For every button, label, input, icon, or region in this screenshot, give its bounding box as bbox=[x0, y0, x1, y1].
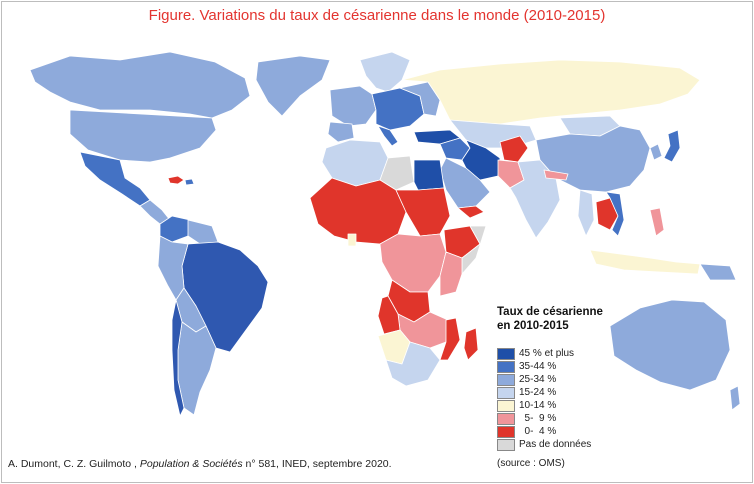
legend-item: Pas de données bbox=[497, 438, 627, 451]
legend-title-line1: Taux de césarienne bbox=[497, 305, 627, 319]
credit-line: A. Dumont, C. Z. Guilmoto , Population &… bbox=[8, 458, 392, 470]
credit-rest: n° 581, INED, septembre 2020. bbox=[246, 458, 392, 470]
region-new-zealand bbox=[730, 386, 740, 410]
legend-item: 15-24 % bbox=[497, 386, 627, 399]
legend-item: 5- 9 % bbox=[497, 412, 627, 425]
world-map bbox=[0, 30, 754, 450]
legend-swatch bbox=[497, 426, 515, 438]
credit-authors: A. Dumont, C. Z. Guilmoto , bbox=[8, 458, 137, 470]
region-egypt bbox=[414, 160, 444, 190]
figure-title: Figure. Variations du taux de césarienne… bbox=[0, 7, 754, 24]
legend-swatch bbox=[497, 374, 515, 386]
legend-item: 10-14 % bbox=[497, 399, 627, 412]
region-japan bbox=[664, 130, 680, 162]
credit-journal: Population & Sociétés bbox=[140, 458, 243, 470]
region-papua bbox=[700, 264, 736, 280]
region-venezuela bbox=[188, 220, 218, 244]
region-central-africa bbox=[380, 234, 446, 292]
legend-swatch bbox=[497, 361, 515, 373]
legend-label: 10-14 % bbox=[519, 400, 556, 411]
region-russia bbox=[402, 60, 700, 126]
legend-swatch bbox=[497, 439, 515, 451]
legend-label: 0- 4 % bbox=[519, 426, 556, 437]
legend-label: 5- 9 % bbox=[519, 413, 556, 424]
region-myanmar bbox=[578, 190, 594, 236]
region-yemen bbox=[458, 206, 484, 218]
region-iberia bbox=[328, 122, 354, 142]
legend-label: 45 % et plus bbox=[519, 348, 574, 359]
legend-label: 15-24 % bbox=[519, 387, 556, 398]
region-korea bbox=[650, 144, 662, 160]
region-greenland bbox=[256, 56, 330, 116]
region-canada bbox=[30, 52, 250, 118]
legend-swatch bbox=[497, 400, 515, 412]
region-scandinavia bbox=[360, 52, 410, 92]
region-europe-west bbox=[330, 86, 376, 126]
legend-label: 35-44 % bbox=[519, 361, 556, 372]
legend-item: 25-34 % bbox=[497, 373, 627, 386]
legend-swatch bbox=[497, 348, 515, 360]
legend: Taux de césarienne en 2010-2015 45 % et … bbox=[497, 305, 627, 451]
region-caribbean-2 bbox=[185, 179, 194, 185]
region-west-africa bbox=[310, 178, 406, 244]
region-caribbean bbox=[168, 176, 184, 184]
region-ghana bbox=[348, 234, 356, 246]
legend-swatch bbox=[497, 413, 515, 425]
legend-swatch bbox=[497, 387, 515, 399]
legend-item: 35-44 % bbox=[497, 360, 627, 373]
legend-label: Pas de données bbox=[519, 439, 591, 450]
legend-label: 25-34 % bbox=[519, 374, 556, 385]
region-philippines bbox=[650, 208, 664, 236]
region-madagascar bbox=[464, 328, 478, 360]
legend-items: 45 % et plus 35-44 % 25-34 % 15-24 % 10-14 %… bbox=[497, 347, 627, 451]
legend-title: Taux de césarienne en 2010-2015 bbox=[497, 305, 627, 333]
legend-item: 0- 4 % bbox=[497, 425, 627, 438]
region-argentina bbox=[178, 322, 216, 415]
source-note: (source : OMS) bbox=[497, 458, 565, 469]
legend-item: 45 % et plus bbox=[497, 347, 627, 360]
region-australia bbox=[610, 300, 730, 390]
region-indonesia bbox=[590, 250, 700, 274]
legend-title-line2: en 2010-2015 bbox=[497, 319, 627, 333]
